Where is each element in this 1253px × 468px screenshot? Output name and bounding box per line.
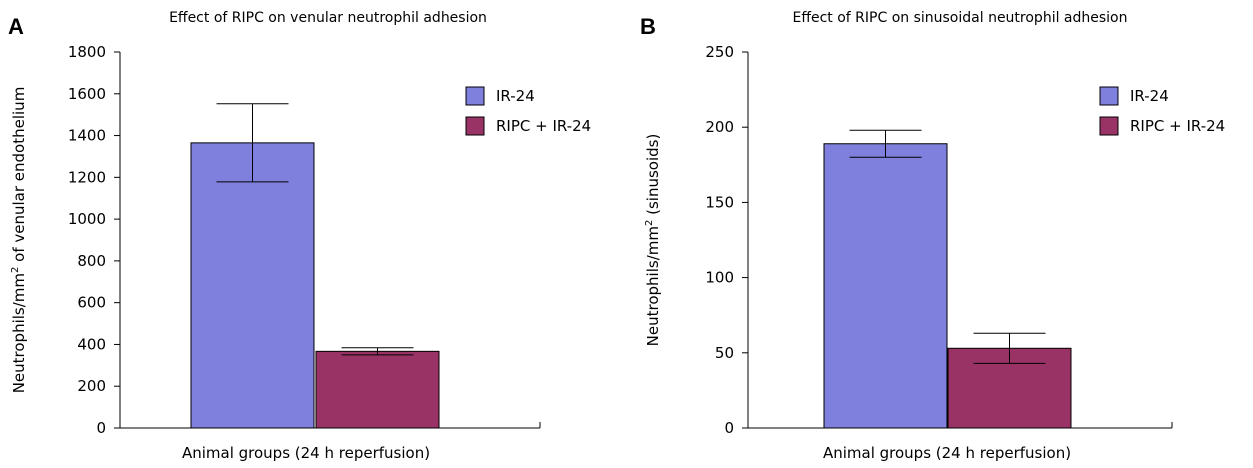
y-tick-label: 200 xyxy=(705,118,734,136)
y-tick-label: 1800 xyxy=(68,43,106,61)
legend-label: RIPC + IR-24 xyxy=(496,117,591,135)
x-axis-label: Animal groups (24 h reperfusion) xyxy=(182,444,430,462)
error-bar xyxy=(849,129,922,158)
y-tick-label: 100 xyxy=(705,269,734,287)
chart-panel-a: A Effect of RIPC on venular neutrophil ad… xyxy=(8,10,591,462)
panel-label: B xyxy=(640,14,656,39)
panel-label: A xyxy=(8,14,24,39)
error-bar xyxy=(341,347,414,356)
y-tick-label: 250 xyxy=(705,43,734,61)
legend-label: RIPC + IR-24 xyxy=(1130,117,1225,135)
y-tick-label: 800 xyxy=(77,252,106,270)
y-axis-label: Neutrophils/mm2 (sinusoids) xyxy=(644,134,662,347)
y-tick-label: 1200 xyxy=(68,168,106,186)
legend-swatch xyxy=(1099,86,1119,106)
error-bar xyxy=(216,103,289,183)
legend-label: IR-24 xyxy=(1130,87,1169,105)
chart-title: Effect of RIPC on sinusoidal neutrophil … xyxy=(792,10,1127,26)
y-tick-label: 1000 xyxy=(68,210,106,228)
x-axis-label: Animal groups (24 h reperfusion) xyxy=(823,444,1071,462)
y-axis-label: Neutrophils/mm2 of venular endothelium xyxy=(10,87,28,394)
bar-ir-24 xyxy=(823,143,948,429)
chart-panel-b: B Effect of RIPC on sinusoidal neutrophil… xyxy=(640,10,1225,462)
y-tick-label: 1600 xyxy=(68,85,106,103)
y-tick-label: 400 xyxy=(77,335,106,353)
legend: IR-24 RIPC + IR-24 xyxy=(1099,86,1225,136)
bar-ripc-ir-24 xyxy=(315,350,440,429)
y-tick-label: 0 xyxy=(724,419,734,437)
error-bar xyxy=(973,332,1046,364)
y-tick-label: 150 xyxy=(705,193,734,211)
y-tick-label: 50 xyxy=(715,344,734,362)
legend-label: IR-24 xyxy=(496,87,535,105)
legend-swatch xyxy=(465,116,485,136)
y-tick-label: 0 xyxy=(96,419,106,437)
legend: IR-24 RIPC + IR-24 xyxy=(465,86,591,136)
legend-swatch xyxy=(465,86,485,106)
legend-swatch xyxy=(1099,116,1119,136)
y-tick-label: 1400 xyxy=(68,127,106,145)
chart-title: Effect of RIPC on venular neutrophil adh… xyxy=(169,10,487,26)
y-tick-label: 600 xyxy=(77,294,106,312)
bar-ir-24 xyxy=(190,142,315,429)
y-tick-label: 200 xyxy=(77,377,106,395)
